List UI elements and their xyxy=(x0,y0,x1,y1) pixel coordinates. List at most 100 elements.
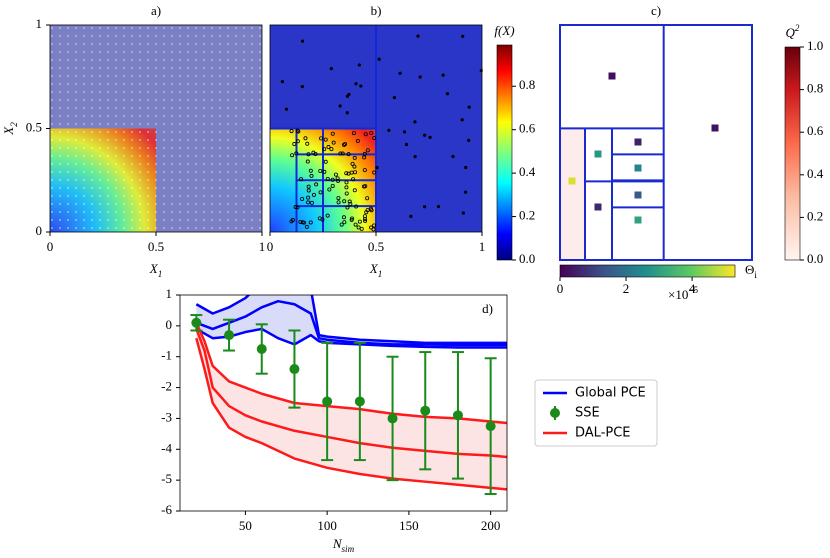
data-point xyxy=(387,413,398,424)
plot-background xyxy=(560,25,752,260)
sample-point xyxy=(363,132,368,137)
sample-point xyxy=(354,82,358,86)
sample-point xyxy=(296,129,301,134)
sample-point xyxy=(375,166,379,170)
colorbar-tick-label: 0.2 xyxy=(519,208,535,223)
colorbar-tick-label: 4 xyxy=(689,281,696,296)
subscript: 2 xyxy=(9,122,19,127)
x-tick-label: 200 xyxy=(481,518,501,533)
sample-point xyxy=(344,191,349,196)
x-tick-label: 0.5 xyxy=(368,239,384,254)
cell-sample xyxy=(594,203,602,211)
theta-colorbar xyxy=(559,264,736,278)
colorbar-tick-label: 0.6 xyxy=(807,123,824,138)
sample-point xyxy=(323,159,328,164)
sample-point xyxy=(280,80,285,84)
sample-point xyxy=(428,135,432,139)
panel-title: b) xyxy=(371,3,382,18)
sample-point xyxy=(294,151,299,156)
sample-point xyxy=(409,214,413,218)
sample-point xyxy=(346,171,351,176)
sample-point xyxy=(318,168,323,173)
sample-point xyxy=(351,177,356,182)
sample-point xyxy=(398,71,402,75)
sample-point xyxy=(354,204,359,209)
data-point xyxy=(322,396,333,407)
sample-point xyxy=(335,176,340,181)
uncertainty-band xyxy=(196,295,507,348)
sample-point xyxy=(445,92,450,96)
sample-point xyxy=(322,169,327,174)
sample-point xyxy=(300,196,305,201)
sample-point xyxy=(289,129,294,134)
series-line xyxy=(195,299,507,347)
sample-point xyxy=(369,225,374,230)
sample-point xyxy=(357,63,361,67)
sample-point xyxy=(333,172,338,177)
cell-sample xyxy=(634,138,642,146)
series-line xyxy=(195,295,507,345)
sample-point xyxy=(356,225,361,230)
legend-label: DAL-PCE xyxy=(575,426,631,441)
colorbar xyxy=(496,44,513,261)
data-point xyxy=(224,330,235,341)
sample-point xyxy=(330,183,335,188)
sample-point xyxy=(372,170,377,175)
sample-point xyxy=(365,196,370,201)
sample-point xyxy=(350,216,355,221)
sample-point xyxy=(352,155,357,160)
sample-point xyxy=(311,192,316,197)
sample-point xyxy=(342,199,347,204)
sample-point xyxy=(348,201,353,206)
sample-point xyxy=(314,182,319,187)
sample-point xyxy=(290,218,295,223)
cell-sample xyxy=(608,72,616,80)
y-tick-label: -4 xyxy=(161,440,172,455)
x-axis-label: X1 xyxy=(369,261,383,279)
sample-point xyxy=(298,219,303,224)
x-tick-label: 50 xyxy=(239,518,252,533)
sample-point xyxy=(300,39,305,43)
sample-point xyxy=(363,218,368,223)
sample-point xyxy=(344,185,349,190)
x-tick-label: 0.5 xyxy=(148,239,164,254)
sample-point xyxy=(345,205,350,210)
sample-point xyxy=(413,155,417,159)
colorbar-tick-label: 0.0 xyxy=(807,251,823,266)
sample-point xyxy=(362,168,367,173)
y-tick-label: -6 xyxy=(161,502,172,517)
sample-point xyxy=(441,73,445,77)
cell-sample xyxy=(634,191,642,199)
sample-point xyxy=(295,205,300,210)
data-point xyxy=(191,317,202,328)
sample-point xyxy=(305,141,310,146)
sample-point xyxy=(345,111,349,115)
sample-point xyxy=(336,196,341,201)
sample-point xyxy=(461,34,465,38)
sample-point xyxy=(362,151,367,156)
colorbar-label: Θi xyxy=(745,262,757,280)
panel-title: d) xyxy=(482,301,493,316)
sample-point xyxy=(300,85,304,89)
sample-point xyxy=(336,178,341,183)
sample-point xyxy=(352,164,357,169)
sample-point xyxy=(301,220,306,225)
cell-sample xyxy=(634,216,642,224)
sample-point xyxy=(326,145,331,150)
sample-point xyxy=(322,147,327,152)
y-tick-label: -3 xyxy=(161,409,172,424)
colorbar-label: Q2 xyxy=(786,23,800,40)
sample-point xyxy=(325,176,330,181)
subscript: i xyxy=(754,270,757,280)
sample-point xyxy=(338,151,343,156)
x-tick-label: 100 xyxy=(317,518,337,533)
series-line xyxy=(195,328,507,459)
sample-point xyxy=(342,220,347,225)
sample-point xyxy=(344,171,349,176)
sample-point xyxy=(284,107,289,111)
low-q-region xyxy=(560,128,585,260)
sample-point xyxy=(413,120,417,124)
sample-point xyxy=(361,184,366,189)
